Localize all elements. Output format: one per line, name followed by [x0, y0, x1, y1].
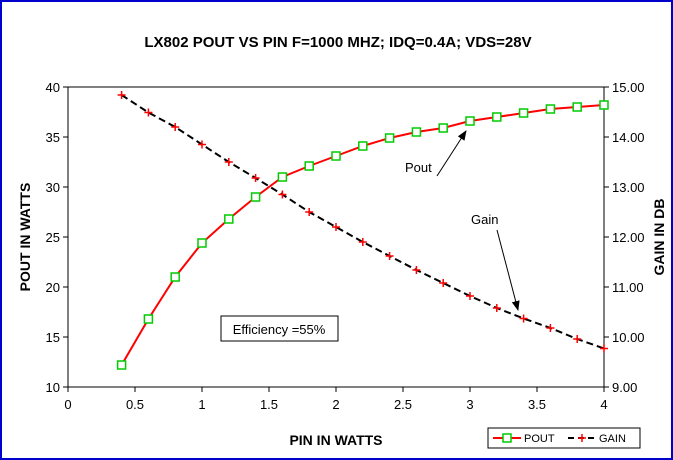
x-axis-title: PIN IN WATTS — [289, 432, 382, 448]
data-point-pout — [224, 214, 234, 224]
data-point-gain — [466, 292, 474, 300]
gain-annotation: Gain — [471, 212, 520, 311]
data-point-gain — [385, 252, 394, 260]
legend-box — [487, 427, 641, 449]
x-tick-label: 3.5 — [528, 397, 546, 412]
y-tick-label: 15 — [46, 330, 60, 345]
data-point-gain — [278, 190, 287, 199]
legend-pout-marker — [502, 433, 512, 443]
x-tick-label: 0.5 — [126, 397, 144, 412]
legend: POUT GAIN — [487, 427, 641, 449]
pout-annotation: Pout — [405, 130, 467, 177]
y2-tick-label: 15.00 — [612, 80, 645, 95]
data-point-pout — [277, 172, 288, 182]
data-point-pout — [170, 272, 180, 282]
x-axis: 0 0.5 1 1.5 2 2.5 3 3.5 4 — [64, 387, 608, 412]
data-point-pout — [304, 161, 314, 171]
data-point-pout — [384, 133, 395, 143]
x-tick-label: 4 — [600, 397, 607, 412]
data-point-gain — [519, 314, 528, 323]
x-tick-label: 2.5 — [394, 397, 412, 412]
data-point-pout — [599, 100, 609, 110]
data-point-gain — [224, 158, 233, 166]
y2-tick-label: 12.00 — [612, 230, 645, 245]
data-point-gain — [198, 140, 206, 149]
y-axis-right-title: GAIN IN DB — [651, 199, 667, 276]
efficiency-label: Efficiency =55% — [233, 322, 326, 337]
data-point-gain — [439, 279, 448, 287]
y-tick-label: 35 — [46, 130, 60, 145]
series-line-gain — [121, 94, 605, 350]
data-point-pout — [492, 112, 502, 122]
data-point-gain — [171, 123, 180, 131]
y2-tick-label: 14.00 — [612, 130, 645, 145]
gain-annotation-arrow — [496, 229, 520, 311]
pout-annotation-arrow — [436, 130, 467, 177]
data-point-pout — [197, 238, 207, 248]
y-axis-right: 9.00 10.00 11.00 12.00 13.00 14.00 15.00 — [604, 80, 645, 395]
y-tick-label: 40 — [46, 80, 60, 95]
series-layer — [116, 91, 609, 370]
y2-tick-label: 10.00 — [612, 330, 645, 345]
y-axis-left: 10 15 20 25 30 35 40 — [46, 80, 68, 395]
data-point-gain — [358, 238, 367, 246]
data-point-pout — [250, 192, 261, 202]
y2-tick-label: 13.00 — [612, 180, 645, 195]
y-tick-label: 20 — [46, 280, 60, 295]
gain-annotation-label: Gain — [471, 212, 498, 227]
data-point-gain — [305, 208, 314, 216]
data-point-pout — [572, 102, 582, 112]
data-point-pout — [545, 104, 556, 114]
data-point-gain — [546, 324, 555, 332]
x-tick-label: 1 — [198, 397, 205, 412]
legend-gain-label: GAIN — [599, 433, 626, 445]
x-tick-label: 2 — [332, 397, 339, 412]
data-point-gain — [600, 344, 608, 353]
data-point-gain — [412, 266, 421, 274]
y-tick-label: 10 — [46, 380, 60, 395]
data-point-pout — [143, 314, 154, 324]
data-point-gain — [573, 335, 582, 343]
x-tick-label: 1.5 — [260, 397, 278, 412]
data-point-pout — [331, 151, 341, 161]
y-tick-label: 25 — [46, 230, 60, 245]
data-point-gain — [144, 108, 153, 117]
data-point-pout — [438, 123, 448, 133]
data-point-gain — [492, 304, 501, 312]
efficiency-annotation: Efficiency =55% — [220, 315, 339, 342]
pout-annotation-label: Pout — [405, 160, 432, 175]
x-tick-label: 3 — [466, 397, 473, 412]
series-pout — [116, 100, 609, 370]
data-point-pout — [518, 108, 529, 118]
data-point-gain — [332, 223, 340, 231]
series-gain — [117, 91, 608, 353]
x-tick-label: 0 — [64, 397, 71, 412]
legend-pout-label: POUT — [524, 433, 555, 445]
plot-area — [67, 86, 605, 388]
data-point-pout — [358, 141, 368, 151]
chart-title: LX802 POUT VS PIN F=1000 MHZ; IDQ=0.4A; … — [144, 34, 531, 51]
y2-tick-label: 11.00 — [612, 280, 644, 295]
y-tick-label: 30 — [46, 180, 60, 195]
data-point-pout — [465, 116, 475, 126]
data-point-gain — [117, 91, 126, 99]
legend-gain-marker — [578, 434, 586, 442]
data-point-pout — [116, 360, 127, 370]
data-point-pout — [411, 127, 422, 137]
y2-tick-label: 9.00 — [612, 380, 637, 395]
data-point-gain — [251, 174, 260, 182]
efficiency-box — [220, 315, 339, 342]
y-axis-left-title: POUT IN WATTS — [17, 183, 33, 292]
